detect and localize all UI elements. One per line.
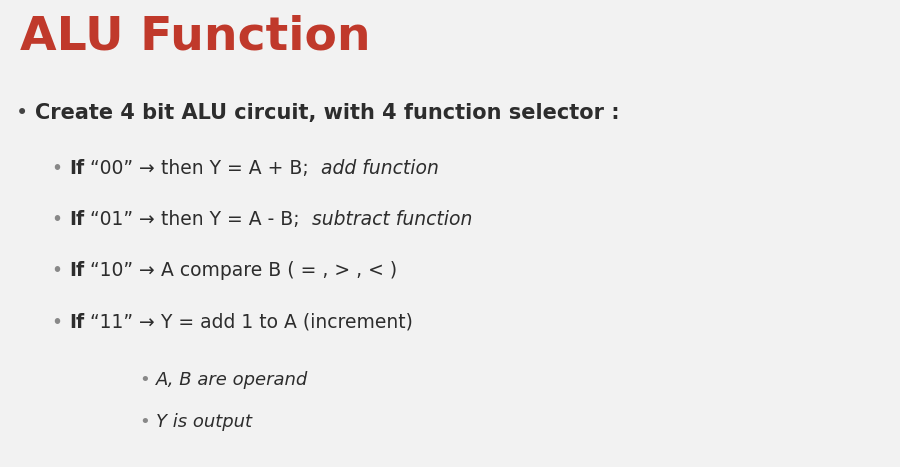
Text: Y is output: Y is output	[156, 413, 252, 432]
Text: “10” →: “10” →	[85, 262, 155, 281]
Text: then Y = A + B;: then Y = A + B;	[155, 159, 309, 178]
Text: •: •	[52, 210, 69, 229]
Text: If: If	[69, 313, 85, 332]
Text: •: •	[140, 371, 156, 389]
Text: •: •	[52, 313, 69, 332]
Text: •: •	[52, 262, 69, 281]
Text: “11” →: “11” →	[85, 313, 155, 332]
Text: •: •	[140, 413, 156, 432]
Text: “00” →: “00” →	[85, 159, 155, 178]
Text: A, B are operand: A, B are operand	[156, 371, 308, 389]
Text: subtract function: subtract function	[300, 210, 472, 229]
Text: add function: add function	[309, 159, 439, 178]
Text: If: If	[69, 210, 85, 229]
Text: •: •	[16, 103, 35, 123]
Text: •: •	[52, 159, 69, 178]
Text: “01” →: “01” →	[85, 210, 155, 229]
Text: then Y = A - B;: then Y = A - B;	[155, 210, 300, 229]
Text: Y = add 1 to A (increment): Y = add 1 to A (increment)	[155, 313, 413, 332]
Text: ALU Function: ALU Function	[20, 14, 371, 59]
Text: A compare B ( = , > , < ): A compare B ( = , > , < )	[155, 262, 397, 281]
Text: Create 4 bit ALU circuit, with 4 function selector :: Create 4 bit ALU circuit, with 4 functio…	[35, 103, 620, 123]
Text: If: If	[69, 159, 85, 178]
Text: If: If	[69, 262, 85, 281]
